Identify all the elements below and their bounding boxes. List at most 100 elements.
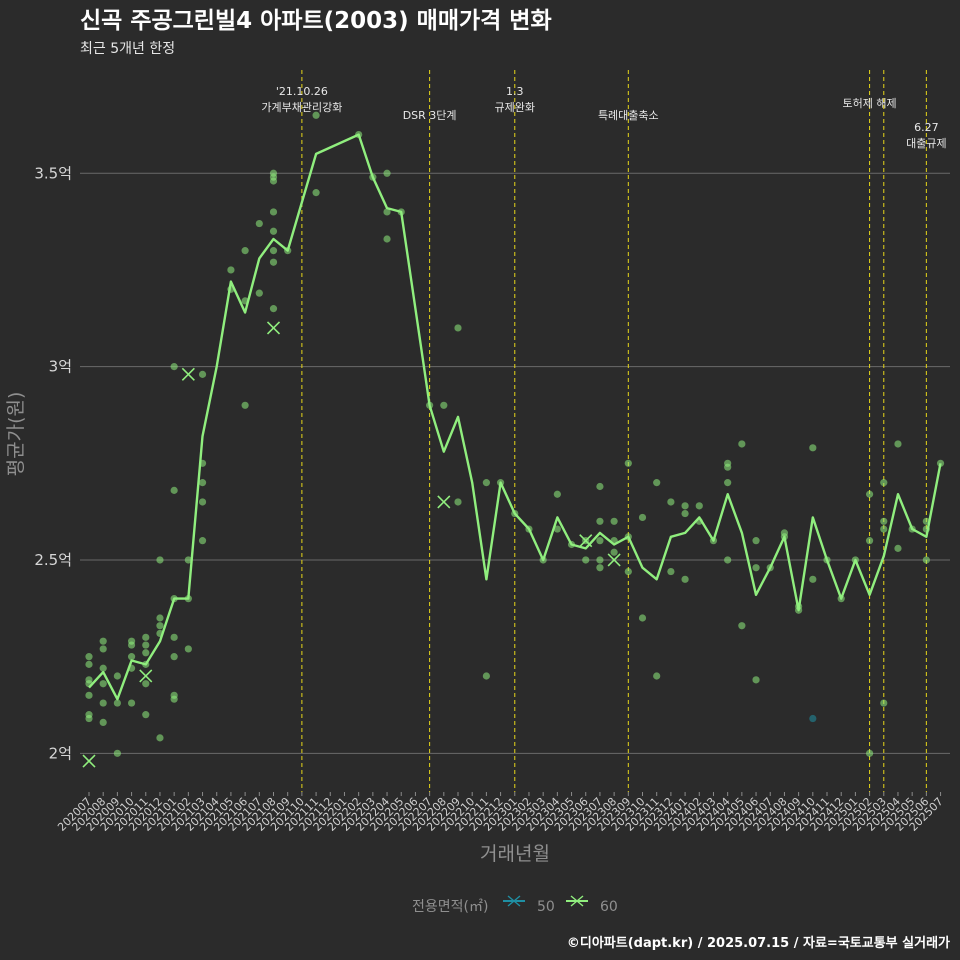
data-point-60 — [142, 649, 150, 657]
data-point-60 — [582, 556, 590, 564]
x-axis-ticks: 2020072020082020092020102020112020122021… — [55, 792, 946, 834]
data-point-60 — [936, 459, 945, 467]
data-point-60 — [865, 490, 874, 498]
data-point-60 — [99, 637, 107, 645]
policy-event-label: 1.3 — [506, 85, 524, 98]
policy-event-label: 대출규제 — [906, 137, 946, 150]
data-point-60 — [113, 699, 121, 707]
series-line-60 — [88, 133, 942, 701]
policy-event-label: DSR 3단계 — [403, 109, 457, 122]
policy-event-label: 특례대출축소 — [598, 109, 659, 122]
data-point-60 — [85, 691, 93, 699]
data-point-60 — [880, 479, 888, 487]
data-point-60 — [383, 208, 391, 216]
data-point-60 — [752, 676, 760, 684]
y-tick-label: 3.5억 — [34, 164, 72, 182]
data-point-60 — [553, 525, 561, 533]
legend-50-cross-icon — [507, 895, 521, 907]
data-point-60 — [227, 266, 235, 274]
data-point-60 — [269, 208, 278, 216]
cross-marker-60 — [579, 534, 593, 548]
y-tick-label: 2.5억 — [34, 551, 72, 569]
data-point-60 — [269, 258, 278, 266]
data-point-60 — [113, 749, 121, 757]
chart-subtitle: 최근 5개년 한정 — [80, 41, 175, 57]
x-axis-title: 거래년월 — [480, 843, 550, 865]
data-point-60 — [638, 614, 647, 622]
data-point-60 — [142, 633, 150, 641]
data-point-60 — [198, 498, 207, 506]
data-point-60 — [624, 567, 632, 576]
data-point-60 — [127, 699, 136, 707]
data-point-60 — [865, 537, 874, 545]
average-price-line — [88, 133, 942, 701]
y-axis-ticks: 2억 2.5억 3억 3.5억 — [34, 164, 72, 762]
data-point-60 — [312, 111, 320, 119]
data-point-60 — [113, 672, 121, 680]
data-point-60 — [269, 227, 278, 235]
data-point-60 — [596, 564, 604, 572]
data-point-60 — [383, 235, 391, 243]
data-point-60 — [156, 734, 164, 742]
data-point-60 — [170, 363, 178, 371]
cross-marker-60 — [437, 495, 451, 509]
data-point-60 — [269, 305, 278, 313]
data-point-60 — [85, 653, 93, 661]
data-point-60 — [255, 219, 263, 228]
data-point-60 — [198, 537, 207, 545]
data-point-60 — [170, 486, 178, 494]
data-point-60 — [653, 479, 661, 487]
policy-event-label: 토허제 해제 — [843, 96, 897, 110]
data-point-60 — [752, 564, 760, 572]
data-point-60 — [170, 695, 178, 703]
data-point-60 — [653, 672, 661, 680]
data-point-60 — [681, 575, 689, 583]
data-point-60 — [142, 641, 150, 649]
data-point-60 — [724, 463, 732, 471]
data-point-60 — [894, 544, 902, 552]
data-point-60 — [865, 749, 874, 757]
data-point-60 — [99, 718, 107, 726]
cross-marker-60 — [607, 553, 621, 567]
data-point-60 — [170, 633, 178, 641]
cross-marker-60 — [181, 367, 195, 381]
data-point-60 — [596, 556, 604, 564]
policy-event-label: '21.10.26 — [276, 85, 328, 98]
data-point-60 — [880, 525, 888, 533]
cross-marker-60 — [82, 754, 96, 768]
data-point-60 — [99, 680, 107, 688]
data-point-60 — [127, 653, 136, 661]
data-point-60 — [170, 653, 178, 661]
data-point-60 — [99, 699, 107, 707]
source-caption: ©디아파트(dapt.kr) / 2025.07.15 / 자료=국토교통부 실… — [567, 935, 950, 951]
data-point-60 — [482, 479, 490, 487]
data-point-60 — [880, 517, 888, 525]
data-point-60 — [269, 247, 278, 255]
data-point-60 — [99, 645, 107, 653]
data-point-60 — [624, 459, 632, 467]
data-point-60 — [383, 169, 391, 177]
data-point-60 — [667, 567, 675, 576]
data-point-60 — [142, 711, 150, 719]
data-point-60 — [596, 517, 604, 525]
data-point-60 — [809, 575, 817, 583]
data-point-60 — [312, 189, 320, 197]
cross-markers — [82, 321, 621, 768]
policy-event-label: 가계부채관리강화 — [261, 101, 342, 114]
data-point-60 — [596, 482, 604, 491]
data-point-50 — [809, 714, 817, 723]
data-point-60 — [454, 324, 462, 332]
data-point-60 — [440, 401, 448, 409]
data-point-60 — [241, 247, 249, 255]
chart-title: 신곡 주공그린빌4 아파트(2003) 매매가격 변화 — [80, 8, 552, 34]
data-point-60 — [695, 502, 703, 510]
legend-title: 전용면적(㎡) — [412, 899, 488, 915]
y-axis-title: 평균가(원) — [5, 392, 27, 477]
data-point-60 — [738, 440, 746, 448]
data-point-60 — [738, 622, 746, 630]
data-point-60 — [724, 556, 732, 564]
legend-label-50: 50 — [537, 899, 555, 915]
legend-60-cross-icon — [570, 895, 584, 907]
data-point-60 — [752, 537, 760, 545]
data-point-60 — [596, 537, 604, 545]
